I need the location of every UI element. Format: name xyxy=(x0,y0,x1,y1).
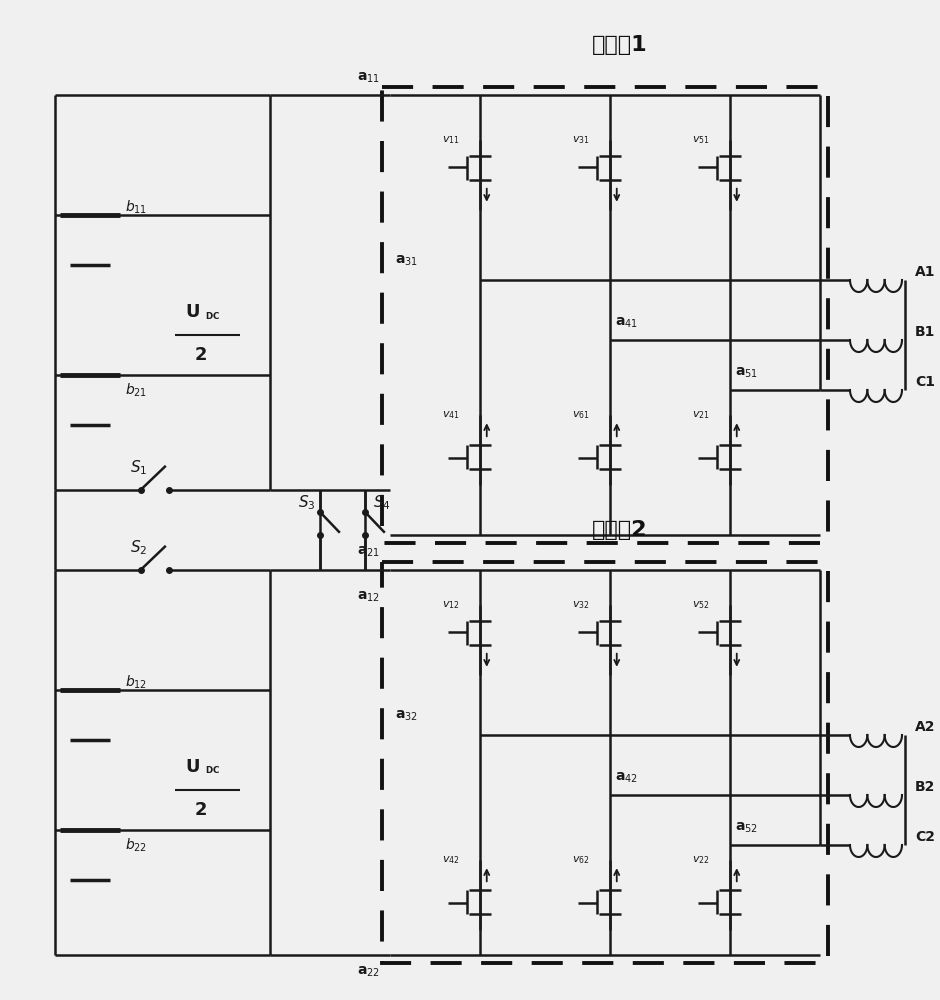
Text: $v_{31}$: $v_{31}$ xyxy=(572,134,589,146)
Text: C1: C1 xyxy=(915,375,935,389)
Text: $\mathbf{a}_{22}$: $\mathbf{a}_{22}$ xyxy=(357,965,380,979)
Text: $\mathbf{a}_{41}$: $\mathbf{a}_{41}$ xyxy=(615,316,638,330)
Text: $v_{42}$: $v_{42}$ xyxy=(442,854,460,866)
Text: $S_3$: $S_3$ xyxy=(298,494,316,512)
Text: C2: C2 xyxy=(915,830,935,844)
Bar xyxy=(382,87,828,543)
Text: $v_{21}$: $v_{21}$ xyxy=(692,409,710,421)
Text: $\mathbf{a}_{51}$: $\mathbf{a}_{51}$ xyxy=(735,366,758,380)
Text: $v_{62}$: $v_{62}$ xyxy=(572,854,589,866)
Text: $\mathbf{2}$: $\mathbf{2}$ xyxy=(194,801,207,819)
Text: $_{\mathbf{DC}}$: $_{\mathbf{DC}}$ xyxy=(205,764,220,776)
Bar xyxy=(382,562,828,963)
Text: $v_{41}$: $v_{41}$ xyxy=(442,409,460,421)
Text: $\mathbf{a}_{32}$: $\mathbf{a}_{32}$ xyxy=(395,709,418,723)
Text: 主回路1: 主回路1 xyxy=(592,35,648,55)
Text: $\mathbf{a}_{52}$: $\mathbf{a}_{52}$ xyxy=(735,821,758,835)
Text: B1: B1 xyxy=(915,325,935,339)
Text: $\mathbf{a}_{42}$: $\mathbf{a}_{42}$ xyxy=(615,771,638,785)
Text: $v_{32}$: $v_{32}$ xyxy=(572,599,589,611)
Text: $\mathbf{a}_{12}$: $\mathbf{a}_{12}$ xyxy=(357,590,380,604)
Text: $v_{11}$: $v_{11}$ xyxy=(442,134,460,146)
Text: $v_{61}$: $v_{61}$ xyxy=(572,409,589,421)
Text: $\mathbf{U}$: $\mathbf{U}$ xyxy=(185,758,200,776)
Text: $S_4$: $S_4$ xyxy=(373,494,391,512)
Text: $v_{51}$: $v_{51}$ xyxy=(692,134,710,146)
Text: $b_{11}$: $b_{11}$ xyxy=(125,198,148,216)
Text: $S_2$: $S_2$ xyxy=(130,539,148,557)
Text: $_{\mathbf{DC}}$: $_{\mathbf{DC}}$ xyxy=(205,308,220,322)
Text: $\mathbf{a}_{21}$: $\mathbf{a}_{21}$ xyxy=(357,545,380,559)
Text: $v_{12}$: $v_{12}$ xyxy=(442,599,460,611)
Text: $v_{22}$: $v_{22}$ xyxy=(692,854,710,866)
Text: $\mathbf{U}$: $\mathbf{U}$ xyxy=(185,303,200,321)
Text: $b_{21}$: $b_{21}$ xyxy=(125,381,148,399)
Text: $\mathbf{2}$: $\mathbf{2}$ xyxy=(194,346,207,364)
Text: $v_{52}$: $v_{52}$ xyxy=(692,599,710,611)
Text: B2: B2 xyxy=(915,780,935,794)
Text: $S_1$: $S_1$ xyxy=(130,459,148,477)
Text: $\mathbf{a}_{31}$: $\mathbf{a}_{31}$ xyxy=(395,254,418,268)
Text: A2: A2 xyxy=(915,720,935,734)
Text: 主回路2: 主回路2 xyxy=(592,520,648,540)
Text: $b_{12}$: $b_{12}$ xyxy=(125,673,148,691)
Text: A1: A1 xyxy=(915,265,935,279)
Text: $b_{22}$: $b_{22}$ xyxy=(125,836,148,854)
Text: $\mathbf{a}_{11}$: $\mathbf{a}_{11}$ xyxy=(357,71,380,85)
